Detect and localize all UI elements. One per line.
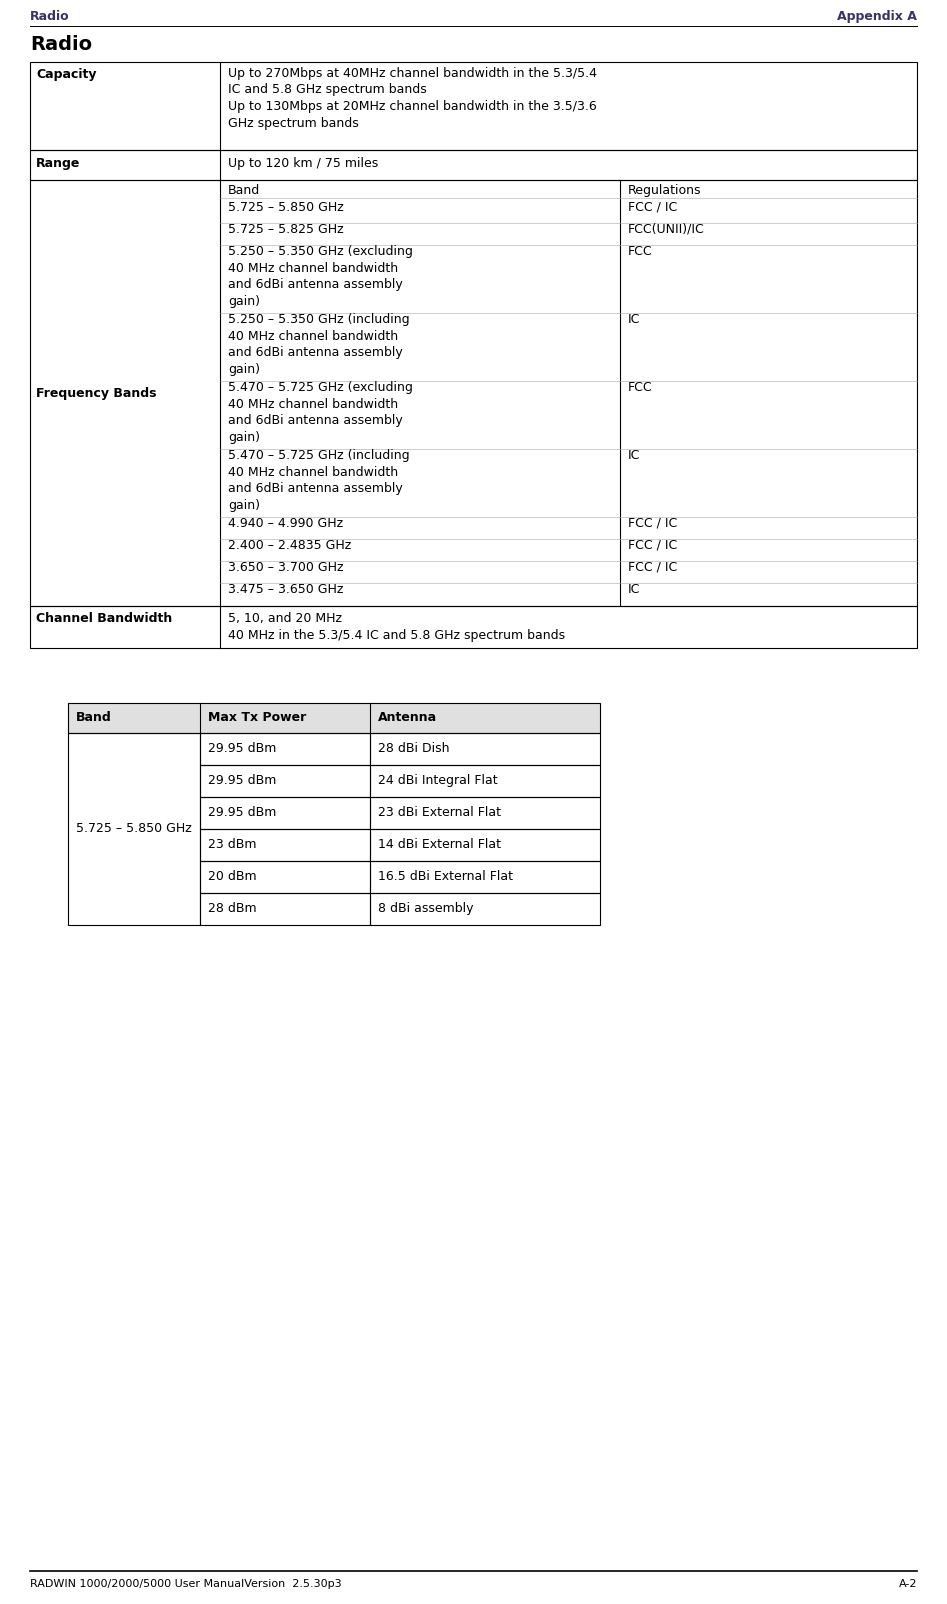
Text: IC: IC <box>628 313 640 326</box>
Text: 5.725 – 5.825 GHz: 5.725 – 5.825 GHz <box>228 223 344 236</box>
Text: Regulations: Regulations <box>628 184 702 197</box>
Text: 16.5 dBi External Flat: 16.5 dBi External Flat <box>378 869 513 882</box>
Bar <box>200 797 370 829</box>
Text: 29.95 dBm: 29.95 dBm <box>208 775 277 788</box>
Text: A-2: A-2 <box>899 1578 917 1590</box>
Text: Radio: Radio <box>30 10 70 22</box>
Bar <box>200 861 370 893</box>
Text: 5, 10, and 20 MHz
40 MHz in the 5.3/5.4 IC and 5.8 GHz spectrum bands: 5, 10, and 20 MHz 40 MHz in the 5.3/5.4 … <box>228 613 565 642</box>
Text: Band: Band <box>76 711 112 723</box>
Bar <box>68 703 600 733</box>
Text: Antenna: Antenna <box>378 711 438 723</box>
Bar <box>370 797 600 829</box>
Bar <box>370 733 600 765</box>
Text: 3.650 – 3.700 GHz: 3.650 – 3.700 GHz <box>228 561 344 574</box>
Text: 23 dBi External Flat: 23 dBi External Flat <box>378 805 501 820</box>
Text: 2.400 – 2.4835 GHz: 2.400 – 2.4835 GHz <box>228 539 351 552</box>
Bar <box>30 606 917 648</box>
Text: Capacity: Capacity <box>36 67 97 80</box>
Text: 5.725 – 5.850 GHz: 5.725 – 5.850 GHz <box>76 823 191 836</box>
Text: FCC / IC: FCC / IC <box>628 539 677 552</box>
Bar <box>30 180 917 606</box>
Text: FCC / IC: FCC / IC <box>628 516 677 529</box>
Text: 14 dBi External Flat: 14 dBi External Flat <box>378 837 501 852</box>
Text: 28 dBm: 28 dBm <box>208 901 257 914</box>
Text: Frequency Bands: Frequency Bands <box>36 387 156 399</box>
Text: 5.725 – 5.850 GHz: 5.725 – 5.850 GHz <box>228 200 344 213</box>
Text: 8 dBi assembly: 8 dBi assembly <box>378 901 474 914</box>
Bar <box>30 63 917 151</box>
Text: 28 dBi Dish: 28 dBi Dish <box>378 743 450 755</box>
Text: Radio: Radio <box>30 35 92 55</box>
Text: FCC / IC: FCC / IC <box>628 561 677 574</box>
Bar <box>68 733 200 926</box>
Text: 29.95 dBm: 29.95 dBm <box>208 743 277 755</box>
Text: IC: IC <box>628 449 640 462</box>
Text: IC: IC <box>628 582 640 597</box>
Text: Band: Band <box>228 184 260 197</box>
Text: Up to 120 km / 75 miles: Up to 120 km / 75 miles <box>228 157 378 170</box>
Bar <box>370 893 600 926</box>
Text: 5.250 – 5.350 GHz (including
40 MHz channel bandwidth
and 6dBi antenna assembly
: 5.250 – 5.350 GHz (including 40 MHz chan… <box>228 313 410 375</box>
Text: 3.475 – 3.650 GHz: 3.475 – 3.650 GHz <box>228 582 344 597</box>
Text: FCC(UNII)/IC: FCC(UNII)/IC <box>628 223 705 236</box>
Bar <box>370 829 600 861</box>
Text: 5.470 – 5.725 GHz (excluding
40 MHz channel bandwidth
and 6dBi antenna assembly
: 5.470 – 5.725 GHz (excluding 40 MHz chan… <box>228 382 413 443</box>
Text: FCC: FCC <box>628 382 652 395</box>
Text: RADWIN 1000/2000/5000 User ManualVersion  2.5.30p3: RADWIN 1000/2000/5000 User ManualVersion… <box>30 1578 342 1590</box>
Bar <box>30 151 917 180</box>
Text: Max Tx Power: Max Tx Power <box>208 711 306 723</box>
Text: 5.470 – 5.725 GHz (including
40 MHz channel bandwidth
and 6dBi antenna assembly
: 5.470 – 5.725 GHz (including 40 MHz chan… <box>228 449 410 512</box>
Bar <box>200 829 370 861</box>
Bar <box>200 733 370 765</box>
Text: 29.95 dBm: 29.95 dBm <box>208 805 277 820</box>
Text: Channel Bandwidth: Channel Bandwidth <box>36 613 172 626</box>
Text: 4.940 – 4.990 GHz: 4.940 – 4.990 GHz <box>228 516 343 529</box>
Text: Appendix A: Appendix A <box>837 10 917 22</box>
Text: Range: Range <box>36 157 80 170</box>
Text: FCC / IC: FCC / IC <box>628 200 677 213</box>
Text: 24 dBi Integral Flat: 24 dBi Integral Flat <box>378 775 497 788</box>
Text: 5.250 – 5.350 GHz (excluding
40 MHz channel bandwidth
and 6dBi antenna assembly
: 5.250 – 5.350 GHz (excluding 40 MHz chan… <box>228 245 413 308</box>
Bar <box>200 893 370 926</box>
Text: 23 dBm: 23 dBm <box>208 837 257 852</box>
Text: 20 dBm: 20 dBm <box>208 869 257 882</box>
Text: Up to 270Mbps at 40MHz channel bandwidth in the 5.3/5.4
IC and 5.8 GHz spectrum : Up to 270Mbps at 40MHz channel bandwidth… <box>228 67 597 130</box>
Bar <box>370 861 600 893</box>
Bar <box>200 765 370 797</box>
Text: FCC: FCC <box>628 245 652 258</box>
Bar <box>370 765 600 797</box>
